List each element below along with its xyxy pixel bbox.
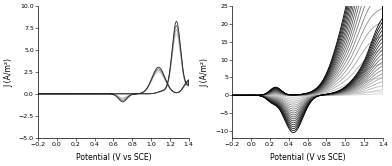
X-axis label: Potential (V vs SCE): Potential (V vs SCE) xyxy=(270,153,345,162)
Y-axis label: J (A/m²): J (A/m²) xyxy=(4,58,13,87)
Y-axis label: J (A/m²): J (A/m²) xyxy=(201,58,210,87)
X-axis label: Potential (V vs SCE): Potential (V vs SCE) xyxy=(76,153,151,162)
